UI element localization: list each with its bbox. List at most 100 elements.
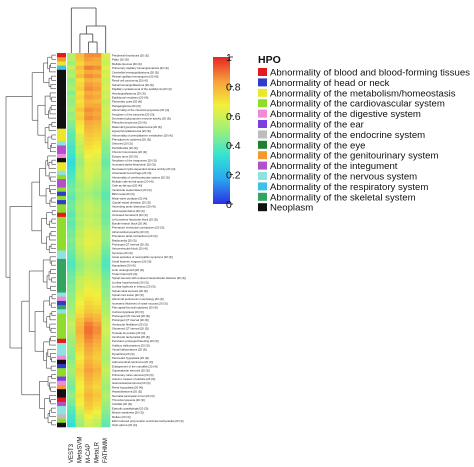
- row-label: Caudal septal deviation [20 (3)]: [112, 201, 151, 205]
- heatmap-cell: [101, 208, 111, 213]
- heatmap-cell: [84, 275, 94, 281]
- heatmap-cell: [101, 246, 111, 251]
- row-label: Epididymal neoplasm [20 (4)]: [112, 95, 148, 99]
- category-cell: [57, 99, 66, 104]
- heatmap-cell: [75, 393, 85, 398]
- column-label: MetaSVM: [77, 437, 83, 463]
- row-label: Increased hematocrit [20 (4)]: [112, 213, 148, 217]
- heatmap-cell: [101, 107, 111, 113]
- heatmap-cell: [84, 355, 94, 361]
- heatmap-cell: [92, 326, 102, 331]
- heatmap-cell: [84, 380, 94, 386]
- heatmap-cell: [75, 258, 85, 264]
- heatmap-cell: [101, 405, 111, 411]
- heatmap-cell: [101, 376, 111, 382]
- row-label: Cafe-au-lait spot [20 (4)]: [112, 184, 142, 188]
- heatmap-cell: [92, 187, 102, 192]
- heatmap-cell: [84, 179, 94, 184]
- legend-item-label: Abnormality of the digestive system: [270, 109, 421, 120]
- category-cell: [57, 103, 66, 108]
- category-cell: [57, 158, 66, 163]
- column-label: M-CAP: [86, 444, 92, 463]
- heatmap-cell: [67, 355, 76, 361]
- heatmap-cell: [67, 263, 76, 268]
- category-cell: [57, 393, 66, 398]
- heatmap-cell: [84, 233, 94, 239]
- heatmap-cell: [101, 212, 111, 218]
- heatmap-cell: [92, 342, 102, 348]
- row-label: Bifid uvula [20 (3)]: [112, 192, 135, 196]
- heatmap-cell: [101, 389, 111, 394]
- heatmap-cell: [75, 153, 85, 159]
- heatmap-cell: [101, 284, 111, 289]
- heatmap-cell: [92, 334, 102, 340]
- heatmap-cell: [101, 317, 111, 323]
- heatmap-cell: [92, 300, 102, 306]
- heatmap-cell: [84, 334, 94, 340]
- row-label: Perifolliculitis [20 (3)]: [112, 146, 138, 150]
- heatmap-cell: [101, 120, 111, 125]
- heatmap-cell: [67, 132, 76, 138]
- heatmap-cell: [75, 342, 85, 348]
- heatmap-cell: [92, 288, 102, 293]
- heatmap-cell: [67, 61, 76, 66]
- heatmap-cell: [101, 221, 111, 226]
- heatmap-cell: [84, 414, 94, 419]
- heatmap-cell: [75, 250, 85, 256]
- heatmap-cell: [92, 246, 102, 251]
- category-cell: [57, 254, 66, 260]
- heatmap-cell: [75, 166, 85, 171]
- legend-item-label: Abnormality of blood and blood-forming t…: [270, 68, 470, 79]
- heatmap-cell: [75, 170, 85, 176]
- row-label: Hemangioblastoma [20 (3)]: [112, 91, 146, 95]
- category-cell: [57, 179, 66, 184]
- heatmap-cell: [67, 254, 76, 260]
- heatmap-cell: [92, 128, 102, 134]
- heatmap-cell: [67, 351, 76, 356]
- heatmap-cell: [67, 158, 76, 163]
- heatmap-cell: [84, 158, 94, 163]
- heatmap-cell: [67, 86, 76, 92]
- column-label: FATHMM: [103, 438, 109, 463]
- category-cell: [57, 389, 66, 394]
- heatmap-cell: [101, 401, 111, 407]
- row-label: Atrial cardiomyopathy [20 (3)]: [112, 230, 149, 234]
- heatmap-cell: [101, 279, 111, 285]
- heatmap-cell: [92, 137, 102, 142]
- heatmap-cell: [84, 326, 94, 331]
- heatmap-cell: [101, 65, 111, 71]
- heatmap-cell: [101, 368, 111, 373]
- heatmap-cell: [101, 359, 111, 365]
- heatmap-cell: [75, 195, 85, 201]
- heatmap-cell: [101, 179, 111, 184]
- heatmap-cell: [92, 183, 102, 188]
- heatmap-cell: [101, 342, 111, 348]
- row-label: Prolonged QTc interval [20 (3)]: [112, 314, 150, 318]
- heatmap-cell: [84, 258, 94, 264]
- row-label: Gastrointestinal stroma [20 (3)]: [112, 381, 151, 385]
- heatmap-cell: [101, 90, 111, 96]
- heatmap-cell: [101, 149, 111, 155]
- heatmap-cell: [67, 397, 76, 403]
- heatmap-cell: [75, 376, 85, 382]
- column-dendrogram: [70, 7, 107, 53]
- heatmap-cell: [75, 380, 85, 386]
- heatmap-cell: [92, 313, 102, 319]
- category-cell: [57, 309, 66, 314]
- row-label: Pulmonary capillary hemangiomatosis [20 …: [112, 66, 169, 70]
- row-label: Supravalvular stenosis [20 (3)]: [112, 369, 150, 373]
- category-cell: [57, 300, 66, 306]
- heatmap-cell: [67, 174, 76, 180]
- heatmap-cell: [84, 368, 94, 373]
- heatmap-cell: [67, 275, 76, 281]
- heatmap-cell: [92, 338, 102, 344]
- heatmap-cell: [67, 95, 76, 100]
- row-label: Torsade de pointes [20 (4)]: [112, 331, 145, 335]
- category-cell: [57, 57, 66, 62]
- colorbar-tick-label: 0.4: [226, 140, 241, 152]
- row-label: Cellulitis [20 (3)]: [112, 402, 132, 406]
- category-cell: [57, 65, 66, 71]
- category-cell: [57, 166, 66, 171]
- heatmap-cell: [101, 275, 111, 281]
- heatmap-cell: [75, 334, 85, 340]
